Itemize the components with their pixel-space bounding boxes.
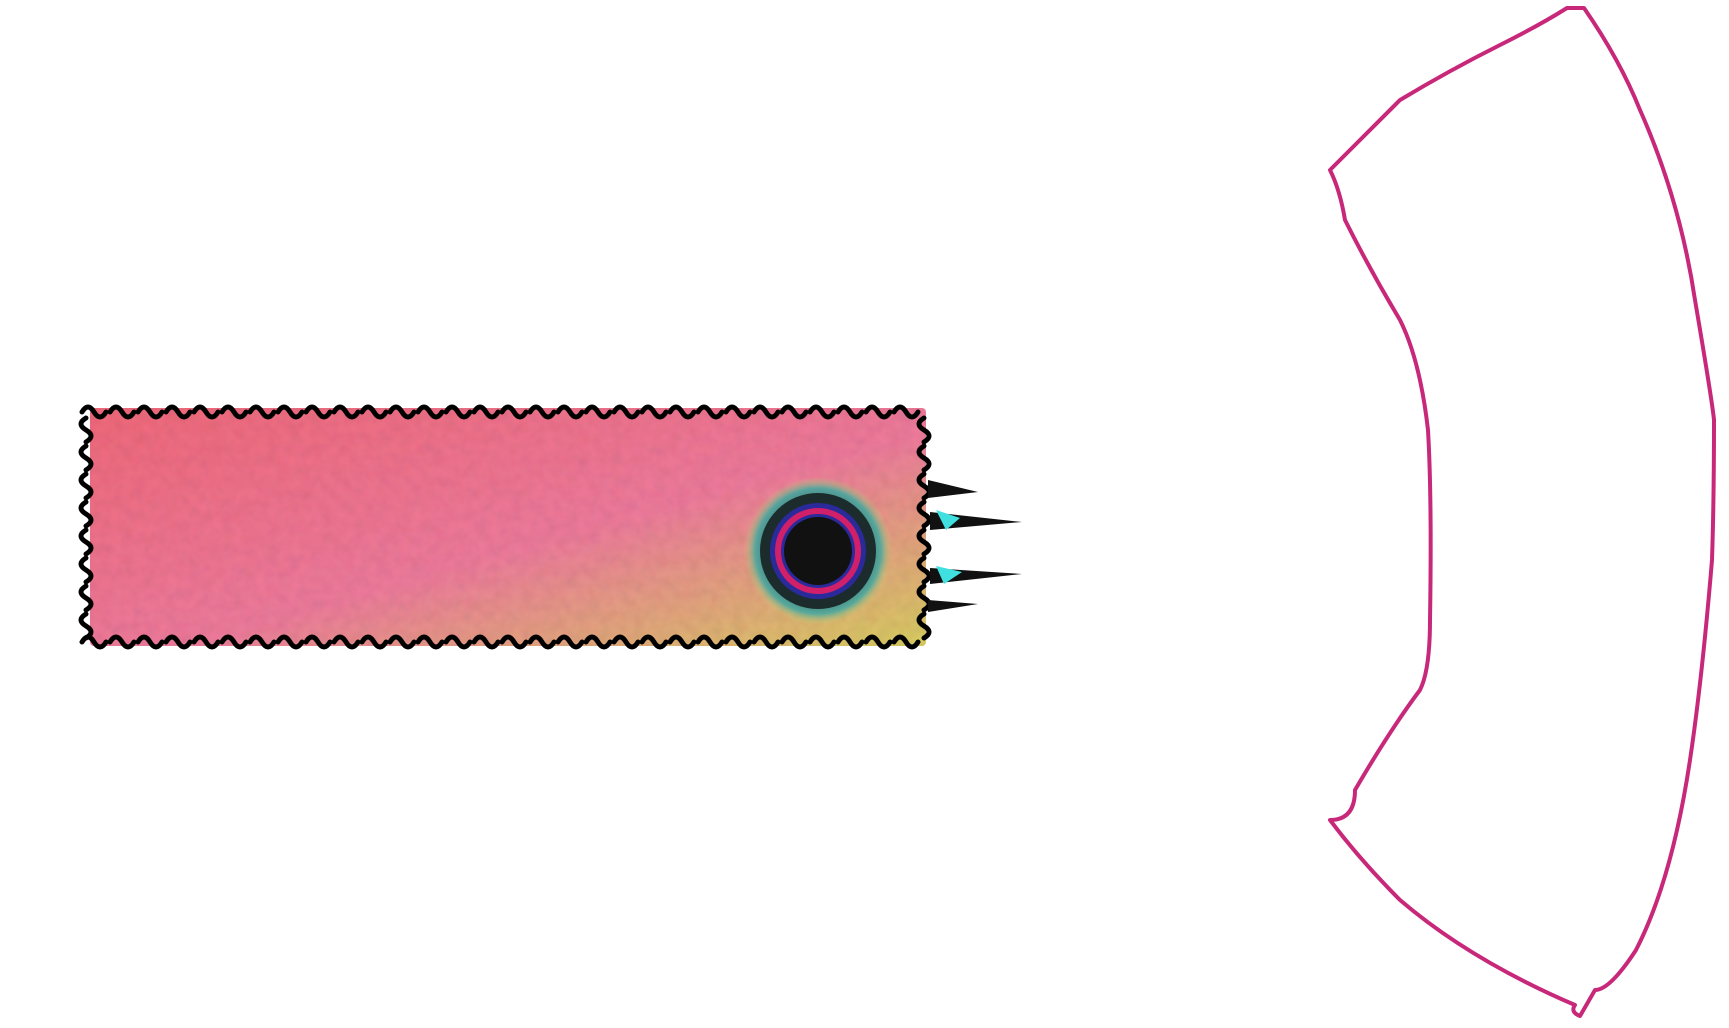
squiggle-stroke xyxy=(835,404,865,420)
squiggle-stroke xyxy=(916,499,932,529)
arc-outline-shape xyxy=(1328,6,1716,1018)
squiggle-stroke xyxy=(359,404,389,420)
squiggle-stroke xyxy=(303,404,333,420)
spike-highlight xyxy=(936,566,962,584)
squiggle-stroke xyxy=(916,527,932,557)
squiggle-stroke xyxy=(219,634,249,650)
squiggle-stroke xyxy=(275,404,305,420)
squiggle-stroke xyxy=(415,634,445,650)
squiggle-stroke xyxy=(611,634,641,650)
squiggle-stroke xyxy=(163,404,193,420)
squiggle-stroke xyxy=(779,404,809,420)
panel-squiggle-border xyxy=(78,404,932,650)
squiggle-stroke xyxy=(499,634,529,650)
squiggle-stroke xyxy=(471,404,501,420)
squiggle-stroke xyxy=(527,404,557,420)
squiggle-stroke xyxy=(751,634,781,650)
squiggle-stroke xyxy=(163,634,193,650)
squiggle-stroke xyxy=(415,404,445,420)
squiggle-stroke xyxy=(695,404,725,420)
squiggle-stroke xyxy=(359,634,389,650)
squiggle-stroke xyxy=(303,634,333,650)
squiggle-stroke xyxy=(751,404,781,420)
squiggle-stroke xyxy=(499,404,529,420)
squiggle-stroke xyxy=(387,404,417,420)
squiggle-stroke xyxy=(835,634,865,650)
squiggle-stroke xyxy=(555,404,585,420)
squiggle-stroke xyxy=(107,404,137,420)
squiggle-stroke xyxy=(639,634,669,650)
squiggle-stroke xyxy=(723,634,753,650)
squiggle-stroke xyxy=(527,634,557,650)
squiggle-stroke xyxy=(583,634,613,650)
squiggle-stroke xyxy=(387,634,417,650)
squiggle-stroke xyxy=(779,634,809,650)
panel-fill xyxy=(90,408,926,646)
squiggle-stroke xyxy=(471,634,501,650)
squiggle-stroke xyxy=(667,404,697,420)
squiggle-stroke xyxy=(78,583,94,613)
spike-highlight xyxy=(936,510,960,530)
squiggle-stroke xyxy=(191,404,221,420)
spike-icon xyxy=(928,480,978,498)
squiggle-stroke xyxy=(916,443,932,473)
squiggle-stroke xyxy=(611,404,641,420)
squiggle-stroke xyxy=(807,634,837,650)
squiggle-stroke xyxy=(583,404,613,420)
squiggle-stroke xyxy=(78,471,94,501)
squiggle-stroke xyxy=(107,634,137,650)
squiggle-stroke xyxy=(78,499,94,529)
squiggle-stroke xyxy=(275,634,305,650)
spike-icon xyxy=(928,600,978,612)
squiggle-stroke xyxy=(219,404,249,420)
squiggle-stroke xyxy=(916,555,932,585)
squiggle-stroke xyxy=(639,404,669,420)
squiggle-stroke xyxy=(695,634,725,650)
squiggle-stroke xyxy=(863,404,893,420)
spike-group xyxy=(928,480,1022,612)
squiggle-stroke xyxy=(191,634,221,650)
target-ring-icon xyxy=(744,477,892,625)
squiggle-stroke xyxy=(891,634,921,650)
squiggle-stroke xyxy=(443,634,473,650)
squiggle-stroke xyxy=(807,404,837,420)
squiggle-stroke xyxy=(667,634,697,650)
squiggle-stroke xyxy=(79,404,109,420)
squiggle-stroke xyxy=(78,527,94,557)
squiggle-stroke xyxy=(78,415,94,445)
squiggle-panel xyxy=(78,404,932,650)
squiggle-stroke xyxy=(331,634,361,650)
squiggle-stroke xyxy=(78,443,94,473)
squiggle-stroke xyxy=(135,404,165,420)
squiggle-stroke xyxy=(135,634,165,650)
squiggle-stroke xyxy=(863,634,893,650)
squiggle-stroke xyxy=(916,415,932,445)
squiggle-stroke xyxy=(723,404,753,420)
squiggle-stroke xyxy=(331,404,361,420)
squiggle-stroke xyxy=(891,404,921,420)
squiggle-stroke xyxy=(247,404,277,420)
squiggle-stroke xyxy=(916,611,932,641)
squiggle-stroke xyxy=(78,611,94,641)
squiggle-stroke xyxy=(78,555,94,585)
squiggle-stroke xyxy=(443,404,473,420)
squiggle-stroke xyxy=(555,634,585,650)
squiggle-stroke xyxy=(247,634,277,650)
